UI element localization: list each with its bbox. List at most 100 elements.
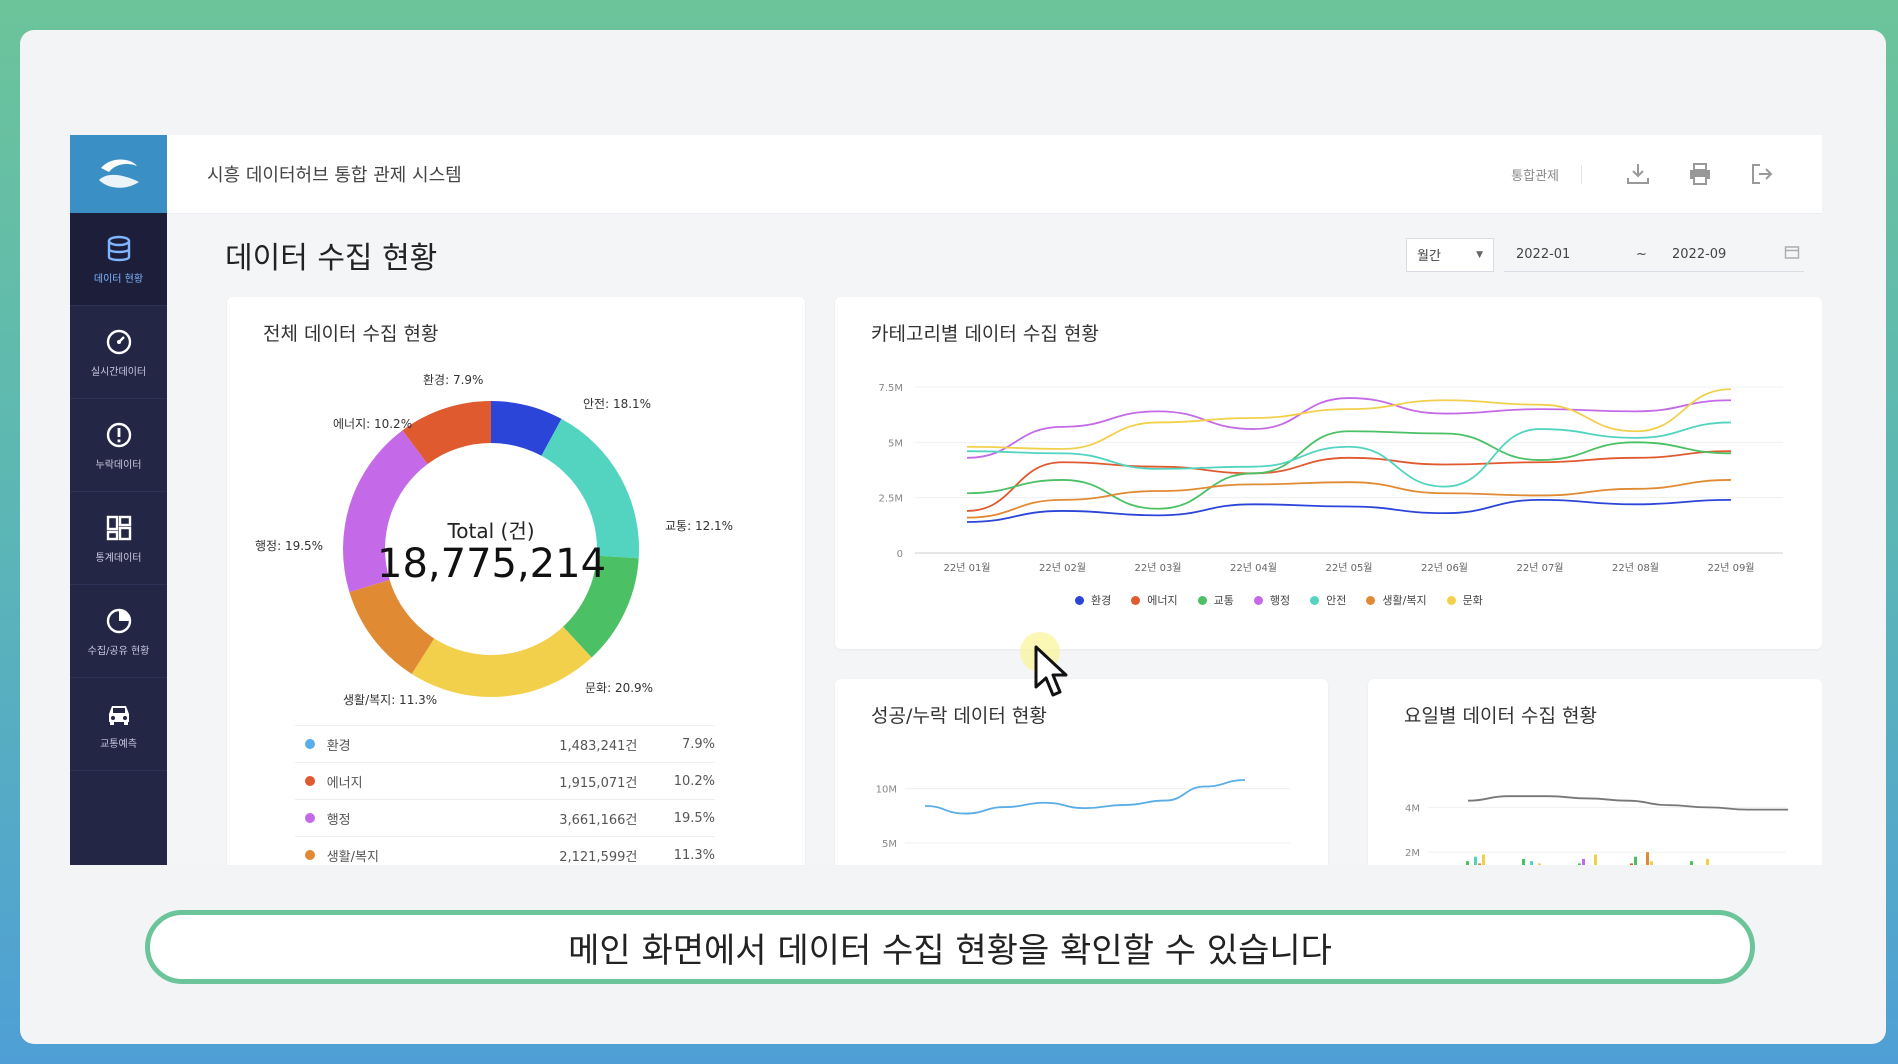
alert-icon <box>104 420 134 450</box>
mouse-cursor-icon <box>1034 645 1068 697</box>
success-missing-card: 성공/누락 데이터 현황 5M 10M <box>835 679 1328 865</box>
sidebar-item-label: 누락데이터 <box>95 459 142 471</box>
legend-item[interactable]: 행정 <box>1253 592 1290 608</box>
dashboard-icon <box>104 513 134 543</box>
legend-label: 문화 <box>1462 594 1483 607</box>
legend-dot <box>305 739 315 749</box>
series-line <box>1467 795 1788 811</box>
chevron-down-icon: ▼ <box>1476 249 1483 260</box>
table-cell-pct: 19.5% <box>673 810 715 826</box>
category-collection-card: 카테고리별 데이터 수집 현황 0 2.5M 5M 7.5M 22년 01월 22년 02… <box>835 297 1822 649</box>
bar <box>1482 854 1485 865</box>
y-tick-label: 4M <box>1405 803 1420 814</box>
success-line-chart: 5M 10M <box>876 779 1290 850</box>
table-cell-value: 3,661,166건 <box>559 812 638 828</box>
y-tick-label: 5M <box>888 438 903 449</box>
table-row[interactable]: 생활/복지 2,121,599건 11.3% <box>295 836 715 865</box>
card-title: 전체 데이터 수집 현황 <box>263 323 439 345</box>
collection-table: 환경 1,483,241건 7.9% 에너지 1,915,071건 10.2% … <box>295 725 715 865</box>
donut-label-traffic: 교통: 12.1% <box>665 519 734 533</box>
legend-dot <box>1197 595 1207 605</box>
legend-item[interactable]: 문화 <box>1446 592 1483 608</box>
series-line <box>966 498 1732 523</box>
legend-label: 에너지 <box>1147 594 1178 607</box>
download-icon[interactable] <box>1618 154 1658 194</box>
legend-dot <box>1446 595 1456 605</box>
legend-dot <box>1075 595 1084 605</box>
table-cell-name: 생활/복지 <box>326 849 379 865</box>
legend-item[interactable]: 환경 <box>1075 592 1111 608</box>
legend-item[interactable]: 교통 <box>1197 592 1234 608</box>
top-bar: 시흥 데이터허브 통합 관제 시스템 통합관제 <box>167 135 1822 214</box>
donut-label-welfare: 생활/복지: 11.3% <box>343 693 438 707</box>
sidebar-item-label: 수집/공유 현황 <box>87 645 150 657</box>
donut-slice <box>563 555 639 658</box>
y-tick-label: 5M <box>882 839 897 850</box>
end-date[interactable]: 2022-09 <box>1672 246 1727 262</box>
logout-icon[interactable] <box>1742 154 1782 194</box>
bar <box>1578 863 1581 865</box>
bar <box>1466 861 1469 865</box>
sidebar-item-statistics[interactable]: 통계데이터 <box>70 492 167 585</box>
x-tick-label: 22년 09월 <box>1707 562 1754 574</box>
legend-item[interactable]: 에너지 <box>1131 592 1178 608</box>
period-select[interactable]: 월간 ▼ <box>1406 237 1494 272</box>
chart-legend: 환경 에너지 교통 행정 안전 생활/복지 문화 <box>1075 592 1503 608</box>
legend-item[interactable]: 안전 <box>1310 592 1346 608</box>
x-tick-label: 22년 03월 <box>1134 562 1181 574</box>
legend-dot <box>1253 595 1263 605</box>
print-icon[interactable] <box>1680 154 1720 194</box>
legend-label: 생활/복지 <box>1382 594 1427 607</box>
calendar-icon[interactable] <box>1784 244 1800 264</box>
sidebar-item-data-status[interactable]: 데이터 현황 <box>70 213 167 306</box>
bar <box>1650 861 1653 865</box>
legend-item[interactable]: 생활/복지 <box>1366 592 1427 608</box>
x-tick-label: 22년 06월 <box>1421 562 1468 574</box>
database-icon <box>104 234 134 264</box>
table-row[interactable]: 환경 1,483,241건 7.9% <box>295 725 715 762</box>
bar <box>1478 863 1481 865</box>
table-cell-value: 1,483,241건 <box>559 738 638 754</box>
sidebar-item-label: 교통예측 <box>100 738 137 750</box>
table-row[interactable]: 행정 3,661,166건 19.5% <box>295 799 715 836</box>
logo[interactable] <box>70 135 167 213</box>
start-date[interactable]: 2022-01 <box>1516 246 1571 262</box>
date-range[interactable]: 2022-01 ~ 2022-09 <box>1504 237 1804 272</box>
bar <box>1706 858 1709 865</box>
donut-chart <box>343 401 639 697</box>
table-row[interactable]: 에너지 1,915,071건 10.2% <box>295 762 715 799</box>
bar <box>1522 858 1525 865</box>
donut-label-admin: 행정: 19.5% <box>255 539 324 553</box>
bar <box>1646 852 1649 865</box>
table-cell-pct: 10.2% <box>673 773 715 789</box>
category-line-chart: 0 2.5M 5M 7.5M 22년 01월 22년 02월 22년 03월 22년 04월 2… <box>878 383 1783 574</box>
pie-icon <box>104 606 134 636</box>
table-cell-name: 행정 <box>326 812 351 828</box>
total-value: 18,775,214 <box>377 541 607 587</box>
table-cell-value: 2,121,599건 <box>559 849 638 865</box>
y-tick-label: 10M <box>876 785 897 796</box>
sidebar-item-label: 실시간데이터 <box>90 366 147 378</box>
integrated-control-link[interactable]: 통합관제 <box>1511 164 1582 184</box>
car-icon <box>104 699 134 729</box>
weekday-collection-card: 요일별 데이터 수집 현황 2M 4M <box>1368 679 1822 865</box>
bar <box>1530 861 1533 865</box>
sidebar-item-collect-share[interactable]: 수집/공유 현황 <box>70 585 167 678</box>
bar <box>1538 863 1541 865</box>
series-line <box>966 421 1732 488</box>
sidebar-item-missing[interactable]: 누락데이터 <box>70 399 167 492</box>
sidebar-item-traffic[interactable]: 교통예측 <box>70 678 167 771</box>
card-title: 성공/누락 데이터 현황 <box>871 705 1047 727</box>
caption-banner: 메인 화면에서 데이터 수집 현황을 확인할 수 있습니다 <box>145 910 1755 984</box>
series-line <box>924 779 1246 815</box>
card-title: 요일별 데이터 수집 현황 <box>1404 705 1597 727</box>
legend-label: 환경 <box>1091 594 1112 607</box>
x-tick-label: 22년 08월 <box>1612 562 1659 574</box>
sidebar-item-label: 데이터 현황 <box>93 273 144 285</box>
donut-label-safety: 안전: 18.1% <box>583 397 652 411</box>
table-cell-pct: 11.3% <box>673 847 715 863</box>
sidebar-item-realtime[interactable]: 실시간데이터 <box>70 306 167 399</box>
legend-dot <box>305 850 315 860</box>
series-line <box>966 450 1732 512</box>
legend-dot <box>1310 595 1320 605</box>
